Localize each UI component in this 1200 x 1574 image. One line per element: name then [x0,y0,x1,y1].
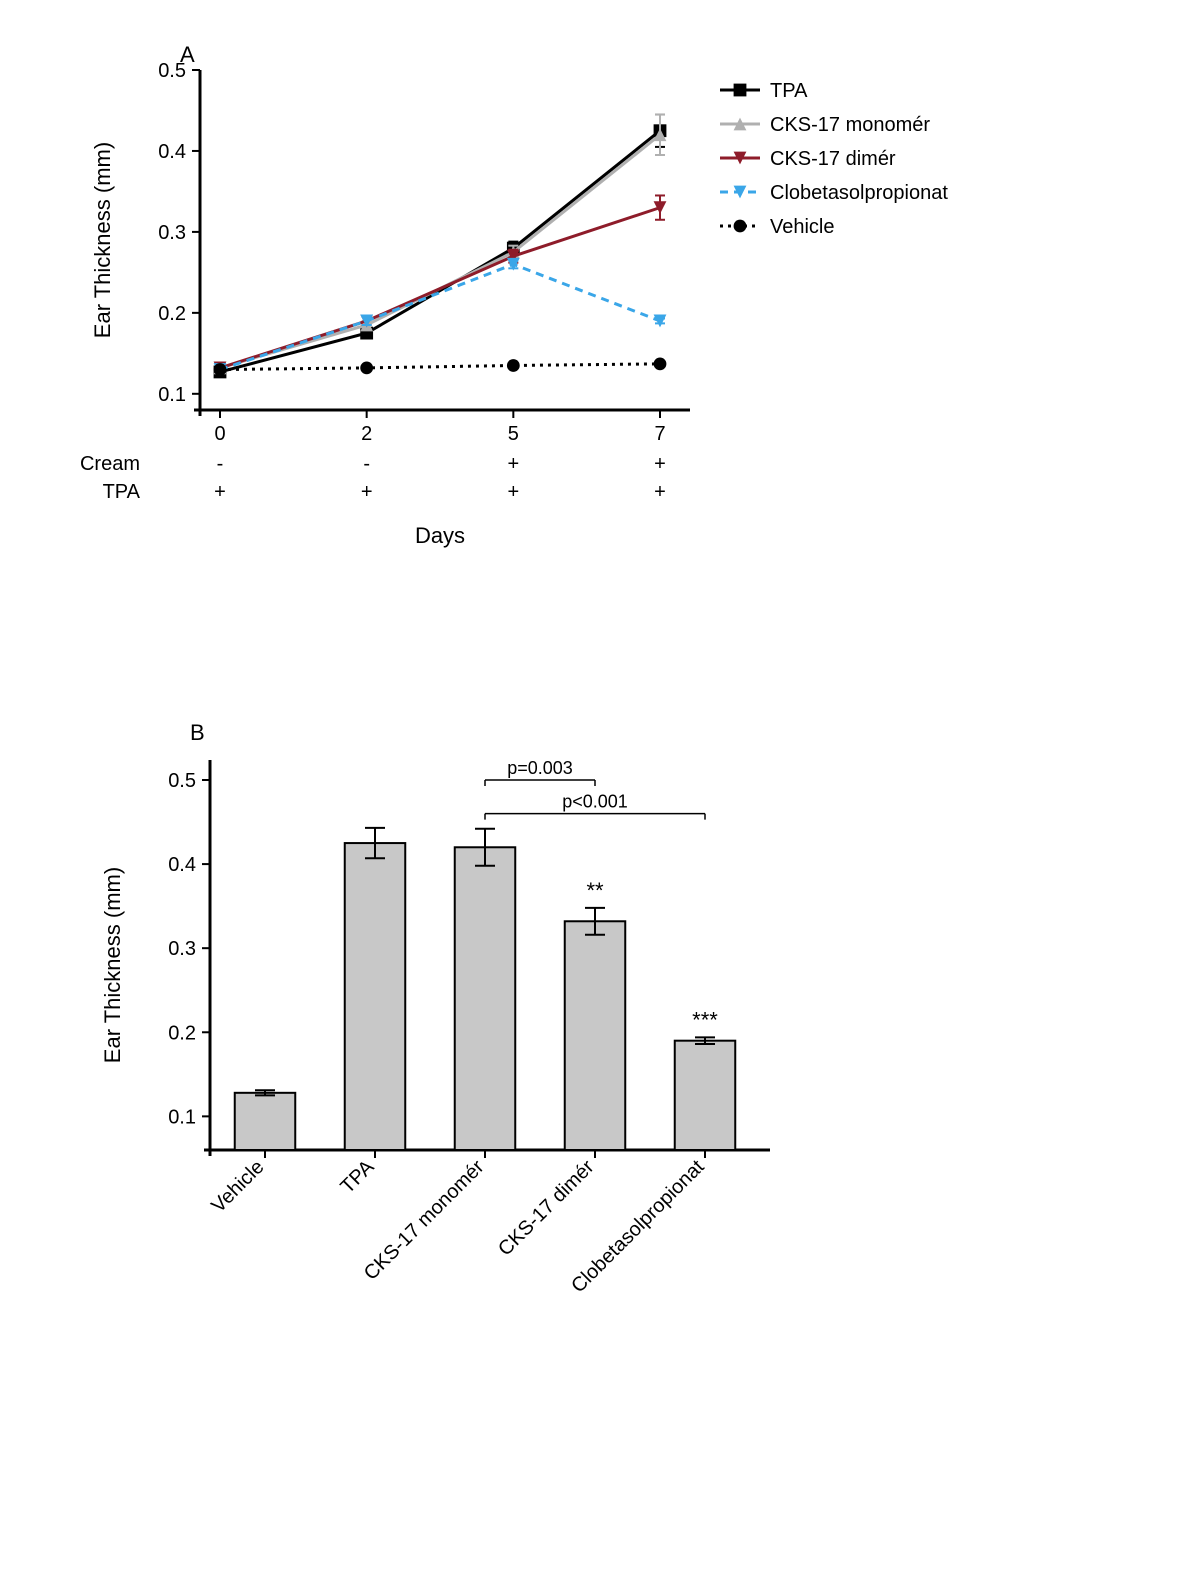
svg-text:0.4: 0.4 [158,141,186,163]
svg-text:Ear Thickness (mm): Ear Thickness (mm) [90,142,115,338]
svg-text:CKS-17 dimér: CKS-17 dimér [494,1156,599,1261]
svg-text:0.2: 0.2 [158,303,186,325]
svg-text:p<0.001: p<0.001 [562,792,628,812]
svg-text:Vehicle: Vehicle [770,216,835,238]
svg-text:CKS-17 monomér: CKS-17 monomér [770,114,930,136]
svg-text:-: - [217,453,224,475]
figure: A0.10.20.30.40.5Ear Thickness (mm)0257Cr… [40,40,1160,1400]
panel-a: A0.10.20.30.40.5Ear Thickness (mm)0257Cr… [40,40,1160,600]
panel-a-svg: A0.10.20.30.40.5Ear Thickness (mm)0257Cr… [40,40,1040,600]
svg-text:0.5: 0.5 [158,60,186,82]
svg-text:+: + [361,481,373,503]
svg-text:0.1: 0.1 [158,384,186,406]
svg-text:+: + [654,481,666,503]
svg-text:+: + [654,453,666,475]
svg-text:0.3: 0.3 [158,222,186,244]
svg-text:Ear Thickness (mm): Ear Thickness (mm) [100,867,125,1063]
svg-text:0.1: 0.1 [168,1106,196,1128]
svg-text:2: 2 [361,423,372,445]
svg-text:0: 0 [214,423,225,445]
svg-text:7: 7 [654,423,665,445]
svg-text:+: + [507,453,519,475]
svg-text:0.2: 0.2 [168,1022,196,1044]
svg-text:***: *** [692,1007,718,1032]
svg-text:0.4: 0.4 [168,854,196,876]
svg-text:+: + [214,481,226,503]
svg-text:Days: Days [415,523,465,548]
svg-text:0.5: 0.5 [168,770,196,792]
svg-text:CKS-17 monomér: CKS-17 monomér [360,1156,489,1285]
svg-text:CKS-17 dimér: CKS-17 dimér [770,148,896,170]
svg-text:TPA: TPA [103,481,141,503]
svg-text:Vehicle: Vehicle [207,1156,268,1217]
svg-text:Clobetasolpropionat: Clobetasolpropionat [770,182,948,204]
svg-text:p=0.003: p=0.003 [507,758,573,778]
svg-text:B: B [190,720,205,745]
svg-text:TPA: TPA [337,1156,379,1198]
svg-text:-: - [363,453,370,475]
panel-b-svg: B 0.1 0.2 0.3 0.4 0.5 Ear Thickness (mm) Vehicl… [40,700,840,1400]
svg-text:0.3: 0.3 [168,938,196,960]
svg-text:TPA: TPA [770,80,808,102]
panel-b: B 0.1 0.2 0.3 0.4 0.5 Ear Thickness (mm) Vehicl… [40,700,1160,1400]
svg-text:**: ** [586,878,604,903]
svg-text:Cream: Cream [80,453,140,475]
svg-text:+: + [507,481,519,503]
svg-text:5: 5 [508,423,519,445]
